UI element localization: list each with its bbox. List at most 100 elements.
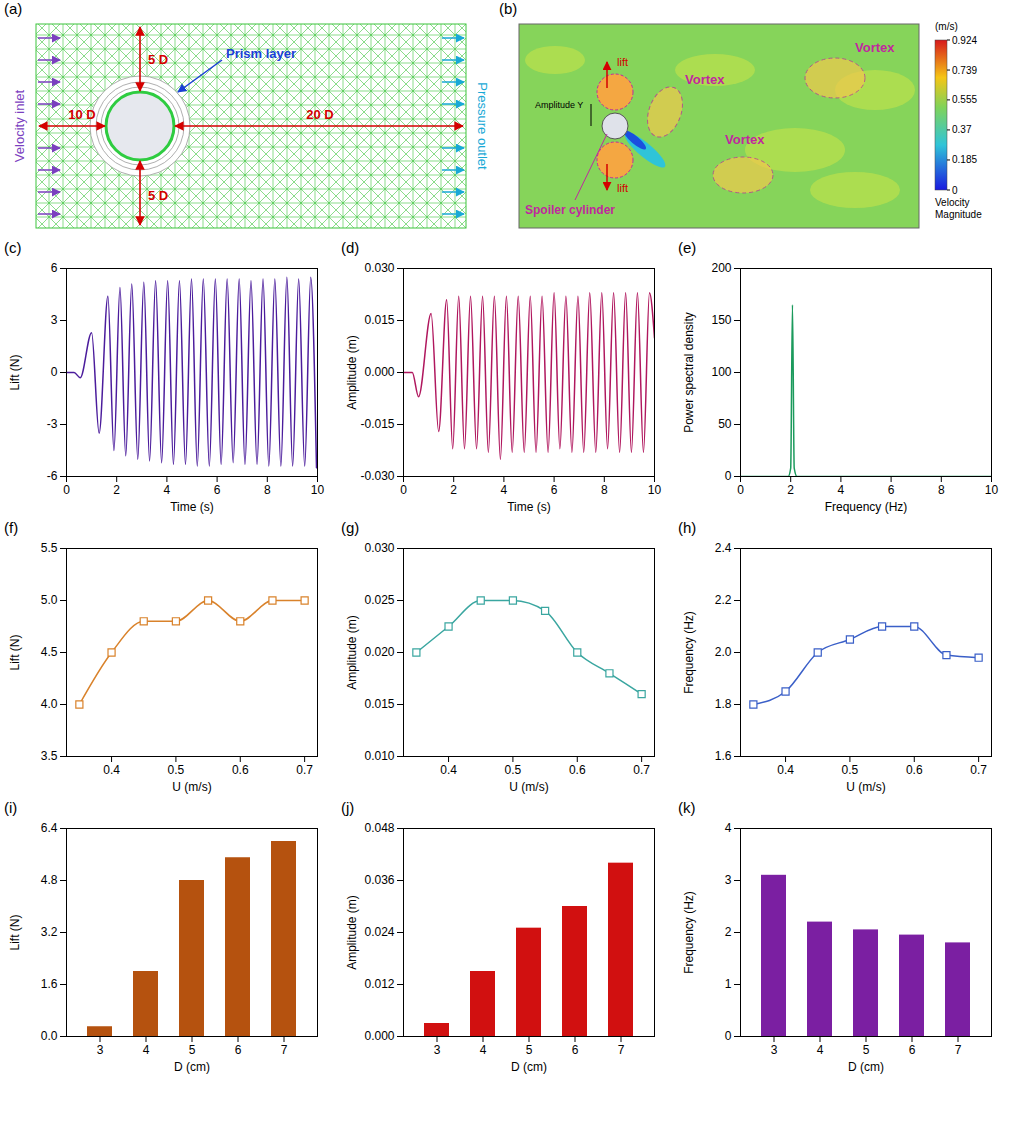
svg-text:0.020: 0.020 (364, 645, 394, 659)
svg-text:-0.030: -0.030 (360, 469, 394, 483)
svg-text:1: 1 (725, 977, 732, 991)
svg-text:200: 200 (711, 261, 731, 275)
svg-text:D (cm): D (cm) (174, 1060, 210, 1074)
svg-text:D (cm): D (cm) (848, 1060, 884, 1074)
svg-text:0.6: 0.6 (906, 763, 923, 777)
svg-text:0.185: 0.185 (952, 154, 977, 165)
svg-text:lift: lift (617, 56, 628, 68)
svg-text:Vortex: Vortex (685, 72, 725, 87)
svg-text:2.2: 2.2 (715, 593, 732, 607)
svg-text:0.012: 0.012 (364, 977, 394, 991)
svg-text:Lift (N): Lift (N) (8, 634, 22, 670)
svg-text:20 D: 20 D (306, 107, 333, 122)
svg-text:10: 10 (311, 483, 325, 497)
svg-text:0.4: 0.4 (103, 763, 120, 777)
svg-text:3: 3 (97, 1043, 104, 1057)
svg-text:2: 2 (450, 483, 457, 497)
svg-text:5 D: 5 D (148, 188, 168, 203)
svg-text:3.5: 3.5 (41, 749, 58, 763)
svg-text:3: 3 (725, 873, 732, 887)
svg-text:5.5: 5.5 (41, 541, 58, 555)
svg-text:5.0: 5.0 (41, 593, 58, 607)
svg-text:(a): (a) (4, 0, 22, 17)
svg-text:4: 4 (164, 483, 171, 497)
svg-text:2: 2 (113, 483, 120, 497)
svg-text:100: 100 (711, 365, 731, 379)
svg-text:4: 4 (501, 483, 508, 497)
svg-text:0: 0 (400, 483, 407, 497)
svg-text:Velocity: Velocity (935, 197, 969, 208)
svg-text:2: 2 (787, 483, 794, 497)
svg-text:lift: lift (617, 182, 628, 194)
svg-text:2: 2 (725, 925, 732, 939)
svg-text:4.8: 4.8 (41, 873, 58, 887)
svg-text:Time (s): Time (s) (170, 500, 214, 514)
svg-text:0.4: 0.4 (440, 763, 457, 777)
svg-text:0: 0 (725, 469, 732, 483)
svg-text:3: 3 (434, 1043, 441, 1057)
svg-text:0.5: 0.5 (505, 763, 522, 777)
svg-text:0.048: 0.048 (364, 821, 394, 835)
svg-text:2.4: 2.4 (715, 541, 732, 555)
svg-text:6: 6 (214, 483, 221, 497)
svg-text:0.924: 0.924 (952, 35, 977, 46)
svg-text:Amplitude (m): Amplitude (m) (345, 615, 359, 690)
svg-text:Vortex: Vortex (855, 40, 895, 55)
svg-text:6: 6 (551, 483, 558, 497)
svg-text:0.030: 0.030 (364, 541, 394, 555)
svg-text:0: 0 (725, 1029, 732, 1043)
svg-text:0.739: 0.739 (952, 65, 977, 76)
svg-text:0.6: 0.6 (569, 763, 586, 777)
svg-text:8: 8 (601, 483, 608, 497)
svg-text:Magnitude: Magnitude (935, 209, 982, 220)
svg-text:3: 3 (771, 1043, 778, 1057)
svg-text:0.025: 0.025 (364, 593, 394, 607)
svg-text:6: 6 (909, 1043, 916, 1057)
svg-text:4: 4 (838, 483, 845, 497)
svg-text:0: 0 (51, 365, 58, 379)
svg-text:5: 5 (189, 1043, 196, 1057)
svg-text:Amplitude Y: Amplitude Y (535, 100, 583, 110)
svg-text:4.0: 4.0 (41, 697, 58, 711)
svg-text:7: 7 (281, 1043, 288, 1057)
svg-text:10: 10 (648, 483, 662, 497)
svg-text:0.7: 0.7 (633, 763, 650, 777)
svg-text:4: 4 (480, 1043, 487, 1057)
svg-text:-3: -3 (47, 417, 58, 431)
svg-text:(m/s): (m/s) (935, 21, 958, 32)
svg-text:0.5: 0.5 (842, 763, 859, 777)
svg-text:0.024: 0.024 (364, 925, 394, 939)
svg-text:0.015: 0.015 (364, 313, 394, 327)
svg-text:0: 0 (63, 483, 70, 497)
svg-text:4: 4 (143, 1043, 150, 1057)
svg-text:4.5: 4.5 (41, 645, 58, 659)
svg-text:0.7: 0.7 (296, 763, 313, 777)
svg-text:0.0: 0.0 (41, 1029, 58, 1043)
svg-text:5 D: 5 D (148, 52, 168, 67)
svg-text:10 D: 10 D (68, 107, 95, 122)
svg-text:0.030: 0.030 (364, 261, 394, 275)
svg-text:0.555: 0.555 (952, 94, 977, 105)
svg-text:Pressure outlet: Pressure outlet (475, 82, 490, 170)
svg-text:50: 50 (718, 417, 732, 431)
svg-text:Time (s): Time (s) (507, 500, 551, 514)
svg-text:0: 0 (952, 185, 958, 196)
svg-text:4: 4 (725, 821, 732, 835)
svg-text:Lift (N): Lift (N) (8, 354, 22, 390)
svg-text:D (cm): D (cm) (511, 1060, 547, 1074)
svg-text:150: 150 (711, 313, 731, 327)
svg-text:Amplitude (m): Amplitude (m) (345, 895, 359, 970)
svg-text:8: 8 (264, 483, 271, 497)
svg-text:2.0: 2.0 (715, 645, 732, 659)
svg-text:6: 6 (51, 261, 58, 275)
svg-text:0.6: 0.6 (232, 763, 249, 777)
svg-text:0.5: 0.5 (168, 763, 185, 777)
svg-text:Velocity inlet: Velocity inlet (12, 89, 27, 162)
svg-text:Amplitude (m): Amplitude (m) (345, 335, 359, 410)
svg-text:8: 8 (938, 483, 945, 497)
svg-text:Frequency (Hz): Frequency (Hz) (825, 500, 908, 514)
svg-text:U (m/s): U (m/s) (509, 780, 548, 794)
svg-text:0.015: 0.015 (364, 697, 394, 711)
svg-text:Vortex: Vortex (725, 132, 765, 147)
svg-text:Lift (N): Lift (N) (8, 914, 22, 950)
